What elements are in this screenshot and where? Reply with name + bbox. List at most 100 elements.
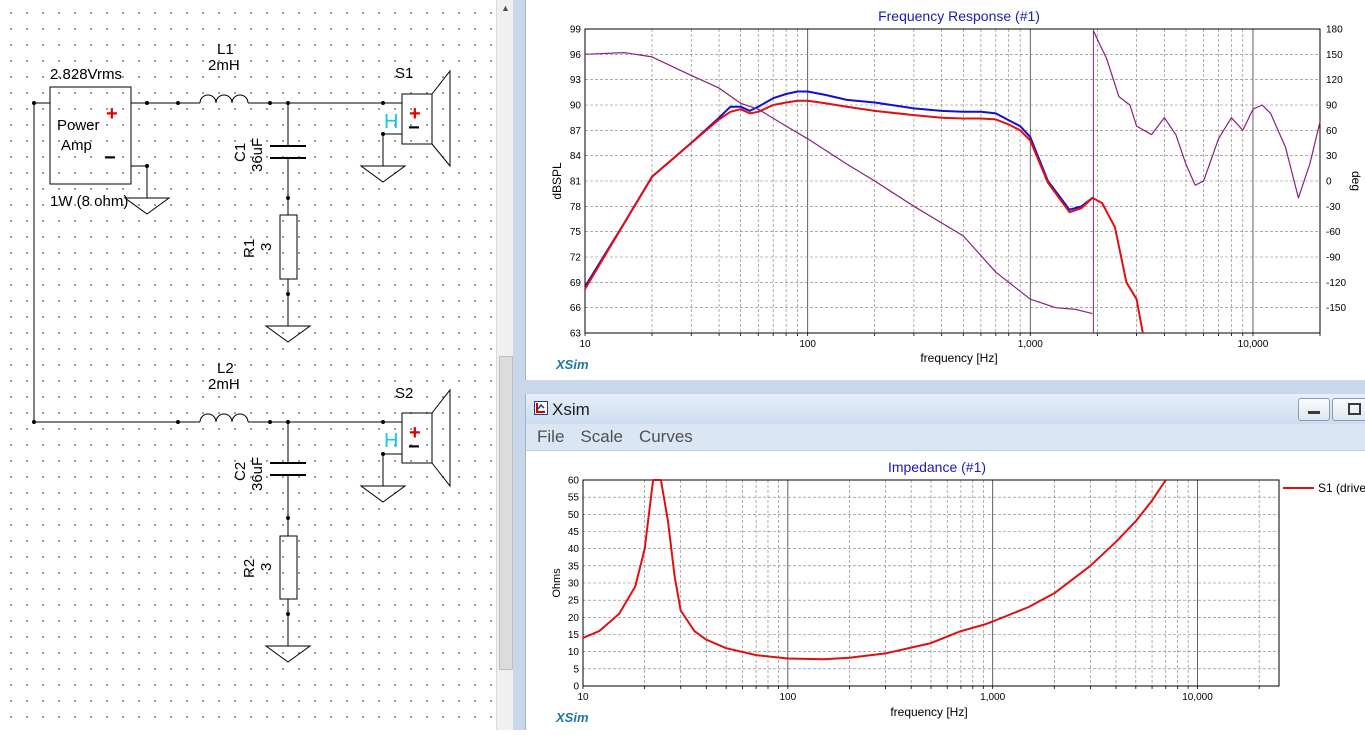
menu-scale[interactable]: Scale [580, 427, 623, 446]
minimize-icon [1308, 411, 1320, 414]
scrollbar-thumb[interactable] [499, 356, 513, 670]
y-tick-label: 45 [568, 527, 580, 538]
ground-r2 [264, 645, 312, 663]
r2-name: R2 [241, 559, 258, 578]
l2-value: 2mH [208, 376, 240, 393]
c1-value: 36uF [249, 138, 266, 172]
fr-xsim-brand: XSim [555, 357, 589, 372]
s1-minus-mark: − [408, 117, 420, 139]
y2-tick-label: 150 [1326, 50, 1343, 61]
y-tick-label: 75 [570, 227, 582, 238]
s1-h-mark: H [384, 111, 398, 133]
y2-tick-label: -120 [1326, 278, 1346, 289]
s1-name: S1 [395, 65, 413, 82]
series-line-1 [584, 99, 1144, 334]
xsim-menubar: File Scale Curves [526, 424, 1365, 451]
y-tick-label: 20 [568, 613, 580, 624]
x-tick-label: 100 [779, 692, 796, 703]
frequency-response-window[interactable]: 99 96 93 90 87 84 81 78 75 72 69 66 63 180 150 120 90 60 3… [525, 0, 1365, 380]
amp-label-line1: Power [57, 117, 100, 134]
menu-curves[interactable]: Curves [638, 427, 693, 446]
schematic-vertical-scrollbar[interactable]: ▲ [496, 0, 514, 730]
resistor-r2[interactable] [279, 535, 298, 600]
r2-value: 3 [258, 563, 275, 571]
xsim-window[interactable]: Xsim File Scale Curves 60 55 50 45 40 35 30 25 20 1… [525, 394, 1365, 730]
fr-xlabel: frequency [Hz] [920, 351, 997, 365]
x-tick-label: 1,000 [980, 692, 1005, 703]
mdi-background [513, 0, 525, 730]
resistor-r1[interactable] [279, 214, 298, 280]
y-tick-label: 72 [570, 253, 582, 264]
scroll-up-icon[interactable]: ▲ [497, 0, 514, 17]
minimize-button[interactable] [1298, 398, 1330, 421]
fr-grid [584, 28, 1321, 334]
y2-tick-label: 30 [1326, 151, 1338, 162]
maximize-icon [1348, 403, 1361, 415]
speaker-s1[interactable] [401, 93, 433, 145]
fr-y2label: deg [1349, 171, 1363, 191]
y2-tick-label: -90 [1326, 253, 1341, 264]
s1-plus-mark: + [409, 103, 421, 125]
y-tick-label: 93 [570, 75, 582, 86]
frequency-response-chart: 99 96 93 90 87 84 81 78 75 72 69 66 63 180 150 120 90 60 3… [550, 8, 1363, 372]
power-amp-block[interactable] [49, 86, 132, 185]
y2-tick-label: 120 [1326, 75, 1343, 86]
menu-file[interactable]: File [537, 427, 565, 446]
y2-tick-label: -60 [1326, 227, 1341, 238]
r1-name: R1 [241, 239, 258, 258]
y2-tick-label: 90 [1326, 101, 1338, 112]
y-tick-label: 90 [570, 101, 582, 112]
y-tick-label: 63 [570, 329, 582, 340]
y-tick-label: 0 [573, 682, 579, 693]
y-tick-label: 40 [568, 544, 580, 555]
ground-amp [123, 197, 171, 215]
ground-r1 [264, 325, 312, 343]
y-tick-label: 30 [568, 579, 580, 590]
speaker-s2[interactable] [401, 412, 433, 464]
x-tick-label: 10,000 [1238, 339, 1269, 350]
fr-ylabel: dBSPL [550, 162, 564, 200]
y2-tick-label: 180 [1326, 25, 1343, 36]
s2-h-mark: H [384, 430, 398, 452]
y-tick-label: 35 [568, 561, 580, 572]
r1-value: 3 [258, 243, 275, 251]
imp-title: Impedance (#1) [888, 459, 986, 475]
amp-label-line2: Amp [61, 137, 92, 154]
series-line-0 [582, 479, 1167, 661]
fr-title: Frequency Response (#1) [878, 8, 1040, 24]
xsim-titlebar[interactable]: Xsim [526, 394, 1365, 424]
c2-name: C2 [232, 462, 249, 481]
amp-power-label: 1W (8 ohm) [50, 193, 128, 210]
y-tick-label: 5 [573, 664, 579, 675]
xsim-window-title: Xsim [552, 400, 590, 419]
imp-legend-label: S1 (drive [1318, 481, 1365, 495]
y2-tick-label: 60 [1326, 126, 1338, 137]
s2-plus-mark: + [409, 422, 421, 444]
amp-plus-mark: + [106, 103, 118, 125]
inductor-l1[interactable] [199, 94, 249, 104]
y-tick-label: 99 [570, 25, 582, 36]
l2-name: L2 [217, 360, 234, 377]
x-tick-label: 100 [799, 339, 816, 350]
y-tick-label: 15 [568, 630, 580, 641]
fr-plot-frame [584, 28, 1321, 334]
series-line-0 [584, 90, 1094, 288]
y-tick-label: 60 [568, 476, 580, 487]
inductor-l2[interactable] [199, 413, 249, 423]
y2-tick-label: -30 [1326, 202, 1341, 213]
s2-name: S2 [395, 385, 413, 402]
y-tick-label: 66 [570, 303, 582, 314]
y-tick-label: 25 [568, 596, 580, 607]
ground-s1 [359, 165, 407, 183]
x-tick-label: 1,000 [1018, 339, 1043, 350]
maximize-button[interactable] [1332, 398, 1365, 421]
x-tick-label: 10,000 [1182, 692, 1213, 703]
schematic-canvas[interactable]: 2.828Vrms Power Amp 1W (8 ohm) L1 2mH S1… [0, 0, 496, 730]
amp-minus-mark: − [104, 147, 116, 169]
imp-xlabel: frequency [Hz] [890, 705, 967, 719]
y-tick-label: 87 [570, 126, 582, 137]
s2-minus-mark: − [408, 436, 420, 458]
y-tick-label: 81 [570, 177, 582, 188]
imp-ylabel: Ohms [551, 568, 563, 598]
